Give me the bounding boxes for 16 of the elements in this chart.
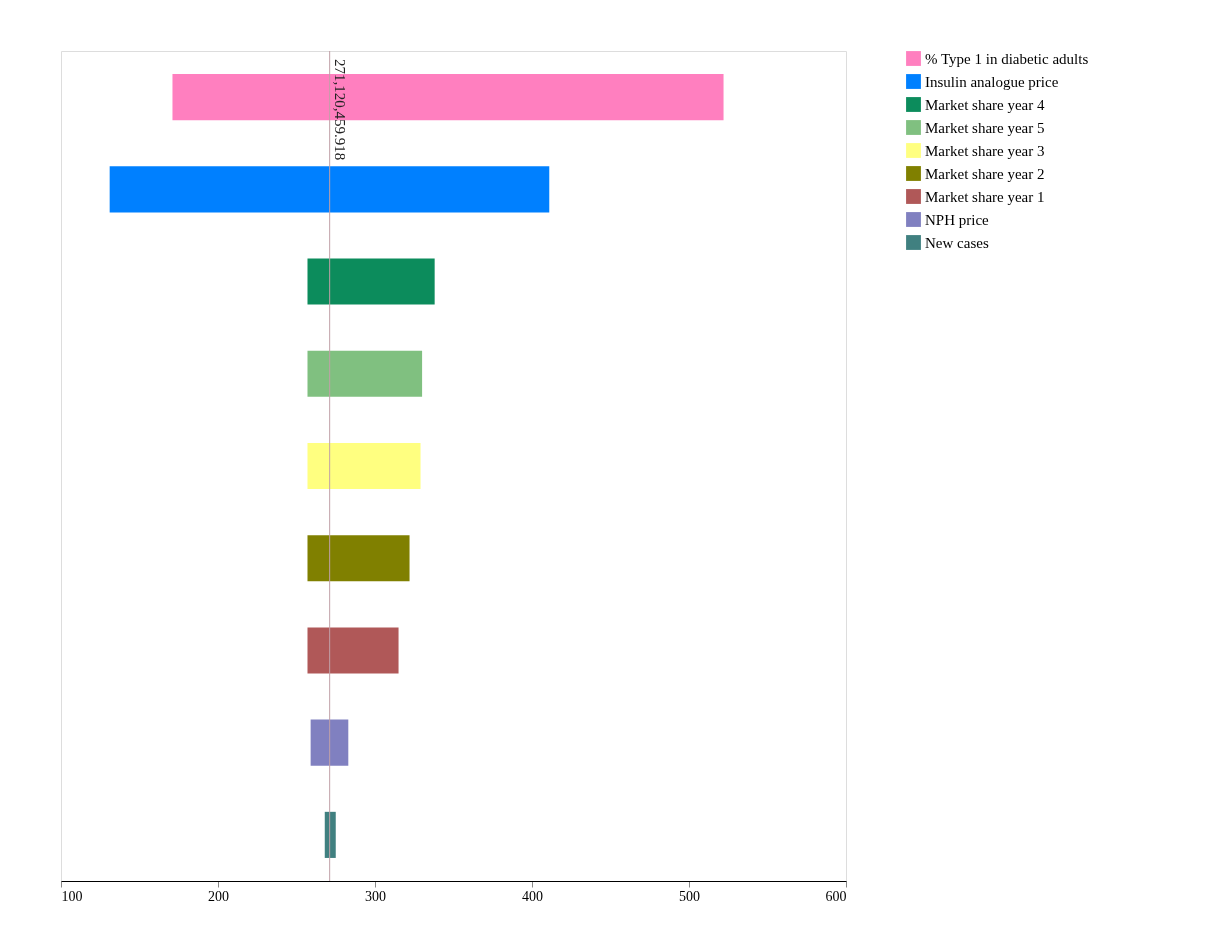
x-tick-label: 600: [825, 888, 847, 904]
legend-label: NPH price: [925, 211, 990, 228]
legend-label: New cases: [925, 234, 989, 251]
legend-label: Insulin analogue price: [925, 73, 1059, 90]
legend-label: Market share year 1: [925, 188, 1045, 205]
x-tick-label: 300: [365, 888, 386, 904]
x-tick-label: 100: [61, 888, 83, 904]
x-tick-label: 400: [522, 888, 543, 904]
legend-label: Market share year 5: [925, 119, 1045, 136]
legend-label: Market share year 4: [925, 96, 1046, 113]
ref-line-label: 271,120,459.918: [331, 59, 348, 161]
x-tick-label: 200: [208, 888, 229, 904]
legend-label: % Type 1 in diabetic adults: [925, 50, 1089, 67]
legend-label: Market share year 2: [925, 165, 1045, 182]
x-tick-label: 500: [679, 888, 700, 904]
legend-label: Market share year 3: [925, 142, 1045, 159]
